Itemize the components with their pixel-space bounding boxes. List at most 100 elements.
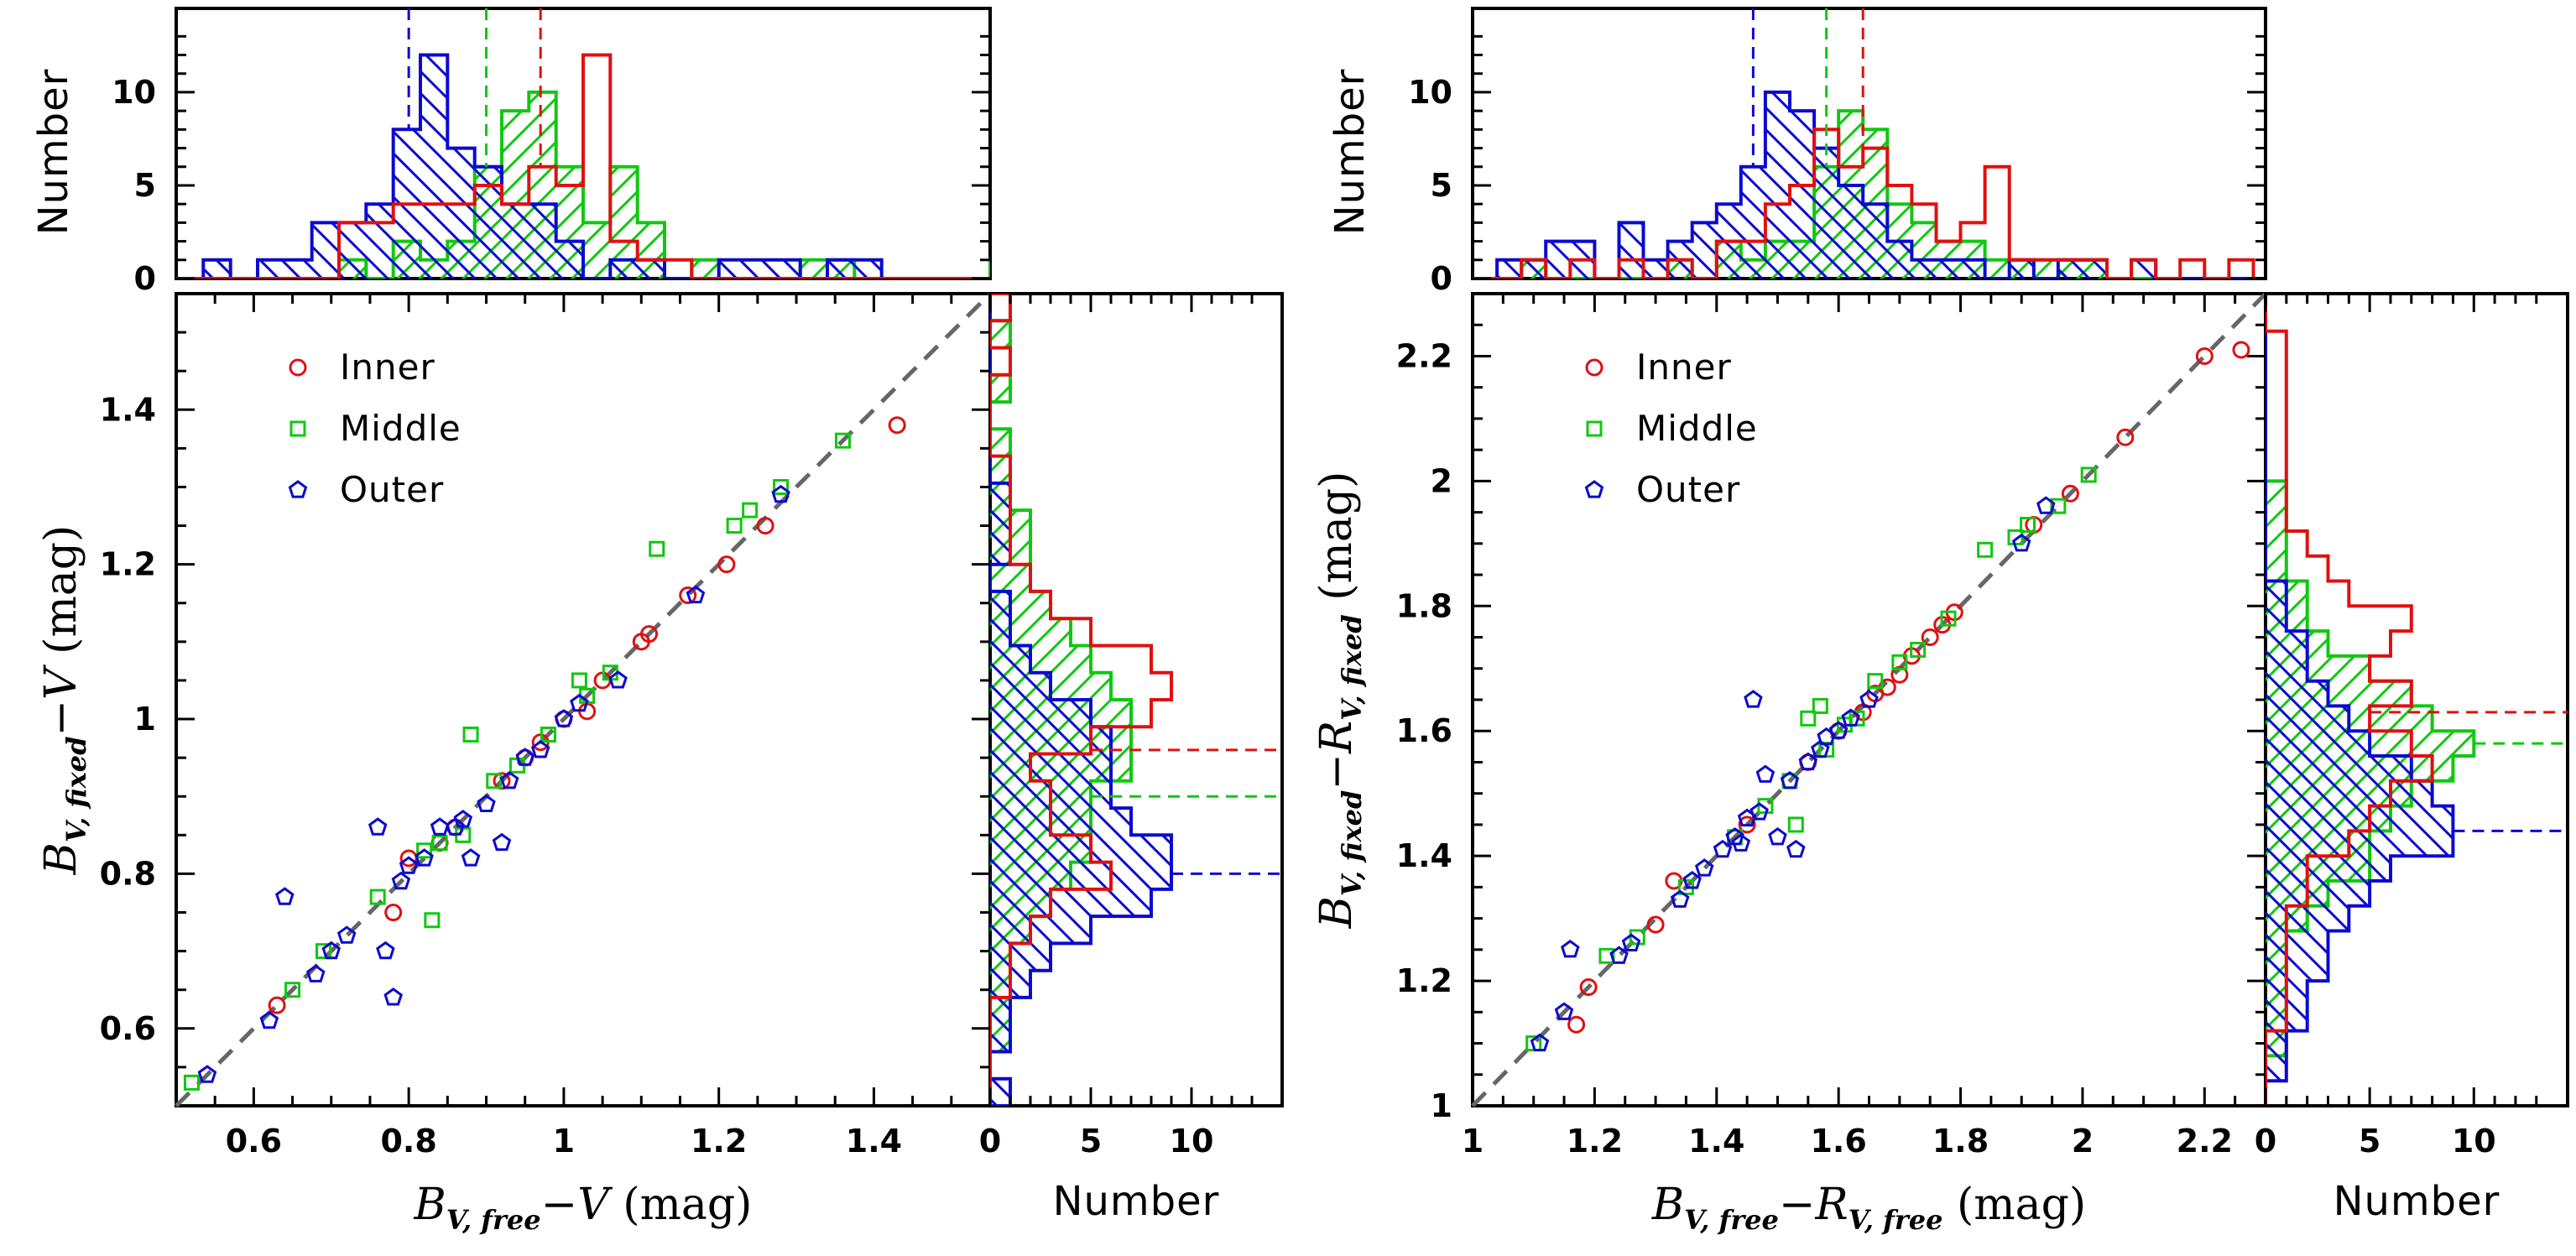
data-point-outer xyxy=(477,794,496,812)
data-point-middle xyxy=(1598,947,1615,964)
x-axis-label-part: (mag) xyxy=(609,1180,753,1230)
data-point-middle xyxy=(1812,697,1828,714)
x-tick-label: 0.8 xyxy=(380,1123,436,1160)
data-point-outer xyxy=(1670,889,1690,908)
x-axis-label-part: V, free xyxy=(1849,1204,1943,1236)
data-point-inner xyxy=(640,625,659,644)
top-y-tick-label: 0 xyxy=(1431,260,1452,297)
y-tick-label: 0.6 xyxy=(100,1010,156,1047)
data-point-inner xyxy=(1890,665,1909,684)
legend-label-middle: Middle xyxy=(1636,408,1758,449)
side-hist-fill-outer xyxy=(2266,305,2453,1106)
data-point-outer xyxy=(1768,826,1787,846)
top-histogram: 0 5 10 Number xyxy=(1327,7,2267,297)
data-point-outer xyxy=(1828,721,1849,739)
data-point-outer xyxy=(1682,871,1702,889)
data-point-middle xyxy=(834,432,851,449)
data-point-middle xyxy=(1977,541,1994,558)
data-point-outer xyxy=(499,770,519,790)
side-hist-step-outer xyxy=(990,294,1173,1106)
data-point-middle xyxy=(431,835,448,852)
data-point-outer xyxy=(1621,933,1641,951)
data-point-outer xyxy=(453,810,473,828)
data-point-outer xyxy=(1530,1033,1550,1052)
legend-marker-outer xyxy=(288,480,308,498)
data-point-middle xyxy=(315,943,332,960)
data-point-outer xyxy=(1859,690,1879,708)
x-axis-label-part: V, free xyxy=(1684,1204,1779,1236)
data-point-middle xyxy=(773,478,790,495)
data-point-outer xyxy=(608,670,628,689)
data-point-outer xyxy=(430,817,450,836)
data-point-outer xyxy=(492,832,512,852)
top-hist-step-inner xyxy=(1473,128,2255,279)
legend-marker-middle xyxy=(1586,420,1603,437)
one-to-one-line xyxy=(1471,292,2267,1107)
side-hist-step-outer xyxy=(2266,305,2455,1106)
data-point-outer xyxy=(383,988,403,1006)
side-histogram: 0 5 10 Number xyxy=(979,292,1284,1225)
data-point-middle xyxy=(486,773,503,790)
y-axis-label-part: (mag) xyxy=(1311,472,1362,615)
data-point-middle xyxy=(284,982,301,998)
legend-label-middle: Middle xyxy=(340,408,461,449)
data-point-inner xyxy=(756,517,774,535)
side-x-tick-label: 0 xyxy=(2255,1123,2276,1160)
top-y-tick-label: 5 xyxy=(1431,167,1452,204)
x-tick-label: 1.4 xyxy=(1688,1123,1744,1160)
side-histogram: 0 5 10 Number xyxy=(2255,292,2569,1225)
data-point-middle xyxy=(369,889,386,905)
data-point-middle xyxy=(1910,641,1927,658)
x-tick-label: 1.4 xyxy=(846,1123,902,1160)
data-point-outer xyxy=(275,887,295,905)
legend-label-outer: Outer xyxy=(1636,469,1740,510)
side-x-tick-label: 5 xyxy=(2359,1123,2380,1160)
y-tick-label: 1 xyxy=(134,701,156,737)
side-hist-xlabel: Number xyxy=(2334,1178,2500,1225)
side-x-tick-label: 0 xyxy=(979,1123,1001,1160)
data-point-middle xyxy=(726,518,743,534)
data-point-middle xyxy=(742,502,759,519)
y-axis-label-part: R xyxy=(1311,721,1362,754)
top-hist-step-inner xyxy=(176,53,990,279)
y-tick-label: 1.2 xyxy=(100,546,156,583)
y-tick-label: 1.2 xyxy=(1396,962,1452,999)
data-point-outer xyxy=(1841,708,1860,727)
data-point-middle xyxy=(462,726,479,743)
legend-label-outer: Outer xyxy=(340,469,444,510)
x-tick-label: 2.2 xyxy=(2177,1123,2233,1160)
data-point-outer xyxy=(321,941,342,960)
x-axis-label-part: V, free xyxy=(446,1204,541,1236)
top-y-tick-label: 5 xyxy=(134,167,156,204)
x-tick-label: 1.8 xyxy=(1932,1123,1989,1160)
data-point-inner xyxy=(2232,341,2250,359)
data-point-outer xyxy=(197,1065,217,1083)
data-point-outer xyxy=(415,848,434,867)
side-hist-bars xyxy=(990,294,1282,1106)
x-axis-label-part: B xyxy=(1651,1180,1684,1230)
data-point-middle xyxy=(1891,654,1908,670)
y-axis-label-part: V xyxy=(36,664,86,700)
x-tick-label: 1.2 xyxy=(1567,1123,1623,1160)
y-tick-label: 2.2 xyxy=(1396,337,1452,374)
side-x-tick-label: 10 xyxy=(1170,1123,1214,1160)
top-y-tick-label: 0 xyxy=(134,260,156,297)
data-point-middle xyxy=(2080,466,2097,483)
y-axis-label-part: − xyxy=(36,700,86,737)
data-point-outer xyxy=(1609,946,1629,964)
data-point-middle xyxy=(1940,610,1957,627)
data-point-middle xyxy=(2020,517,2036,534)
top-hist-fill-outer xyxy=(1473,91,2254,279)
y-tick-label: 0.8 xyxy=(100,855,156,892)
y-axis-label: BV, fixed−V (mag) xyxy=(36,525,92,876)
y-tick-label: 1.4 xyxy=(100,391,156,428)
legend-marker-inner xyxy=(289,358,307,377)
data-point-inner xyxy=(2061,484,2079,503)
x-tick-label: 1 xyxy=(1462,1123,1484,1160)
data-point-outer xyxy=(686,585,706,604)
data-point-outer xyxy=(1811,739,1830,758)
x-axis-label-part: R xyxy=(1814,1180,1848,1230)
y-tick-label: 1 xyxy=(1431,1087,1452,1124)
data-point-middle xyxy=(183,1074,200,1091)
